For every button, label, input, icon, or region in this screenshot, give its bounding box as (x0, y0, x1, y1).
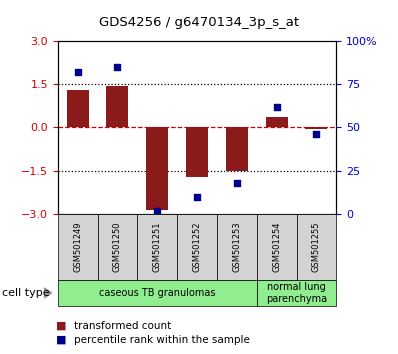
Text: transformed count: transformed count (74, 321, 171, 331)
Text: normal lung
parenchyma: normal lung parenchyma (266, 282, 327, 304)
Bar (306, 127, 327, 129)
Text: GSM501251: GSM501251 (153, 222, 162, 272)
Point (313, 132, 320, 137)
Text: cell type: cell type (2, 288, 50, 298)
Bar (107, 86, 129, 127)
Text: ■: ■ (57, 321, 67, 331)
Text: caseous TB granulomas: caseous TB granulomas (99, 288, 215, 298)
Point (194, 194, 200, 200)
Point (74, 69, 81, 75)
Point (154, 208, 160, 213)
Text: GSM501255: GSM501255 (312, 222, 321, 272)
Text: GSM501250: GSM501250 (113, 222, 122, 272)
Text: GSM501253: GSM501253 (232, 222, 241, 272)
Text: GSM501254: GSM501254 (272, 222, 281, 272)
Bar (186, 127, 208, 177)
Text: GDS4256 / g6470134_3p_s_at: GDS4256 / g6470134_3p_s_at (99, 16, 299, 29)
Bar (146, 127, 168, 210)
Point (114, 64, 121, 69)
Bar (66, 90, 89, 127)
Bar (226, 127, 248, 171)
Text: percentile rank within the sample: percentile rank within the sample (74, 335, 250, 345)
Point (234, 180, 240, 186)
Text: GSM501249: GSM501249 (73, 222, 82, 272)
Point (273, 104, 280, 109)
Text: GSM501252: GSM501252 (193, 222, 201, 272)
Bar (266, 117, 287, 127)
Text: ■: ■ (57, 335, 67, 345)
